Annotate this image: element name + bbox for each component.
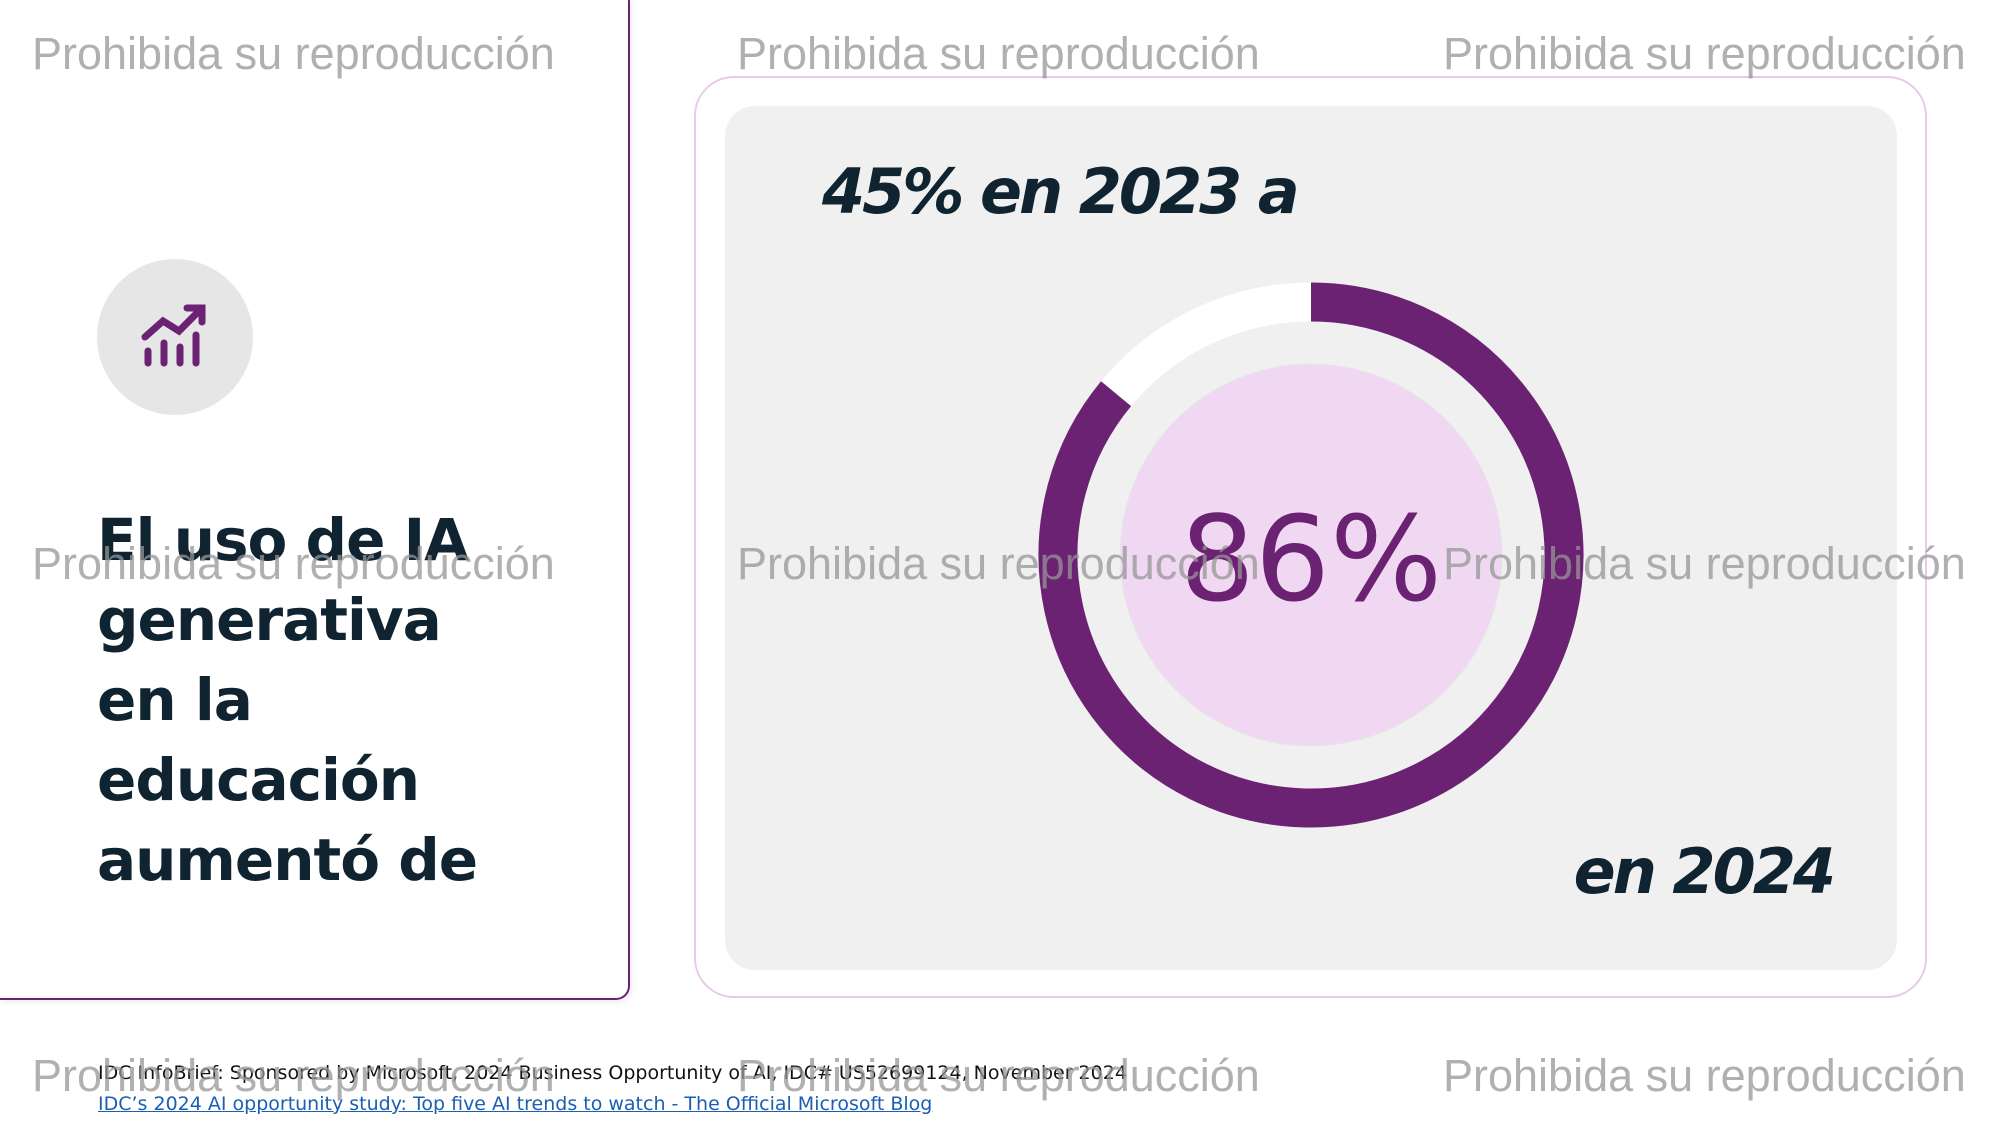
- trend-icon: [141, 304, 206, 367]
- chart-card: [694, 76, 1927, 998]
- donut-center: [1119, 363, 1503, 747]
- watermark: Prohibida su reproducción: [737, 28, 1260, 79]
- title: El uso de IA generativa en la educación …: [97, 506, 478, 894]
- donut-arc: [1038, 282, 1584, 828]
- watermark: Prohibida su reproducción: [32, 28, 555, 79]
- icon-circle: [97, 259, 253, 415]
- watermark: Prohibida su reproducción: [1443, 1050, 1966, 1101]
- footer-link[interactable]: IDC’s 2024 AI opportunity study: Top fiv…: [98, 1093, 933, 1115]
- watermark: Prohibida su reproducción: [32, 538, 555, 589]
- watermark: Prohibida su reproducción: [32, 1050, 555, 1101]
- top-label: 45% en 2023 a: [822, 155, 1300, 228]
- watermark: Prohibida su reproducción: [737, 538, 1260, 589]
- watermark: Prohibida su reproducción: [1443, 28, 1966, 79]
- watermark: Prohibida su reproducción: [737, 1050, 1260, 1101]
- value-label: 86%: [1180, 490, 1442, 628]
- bottom-label: en 2024: [1573, 835, 1836, 908]
- watermark: Prohibida su reproducción: [1443, 538, 1966, 589]
- left-card: [0, 0, 630, 1000]
- footer-source: IDC InfoBrief: Sponsored by Microsoft, 2…: [98, 1062, 1127, 1084]
